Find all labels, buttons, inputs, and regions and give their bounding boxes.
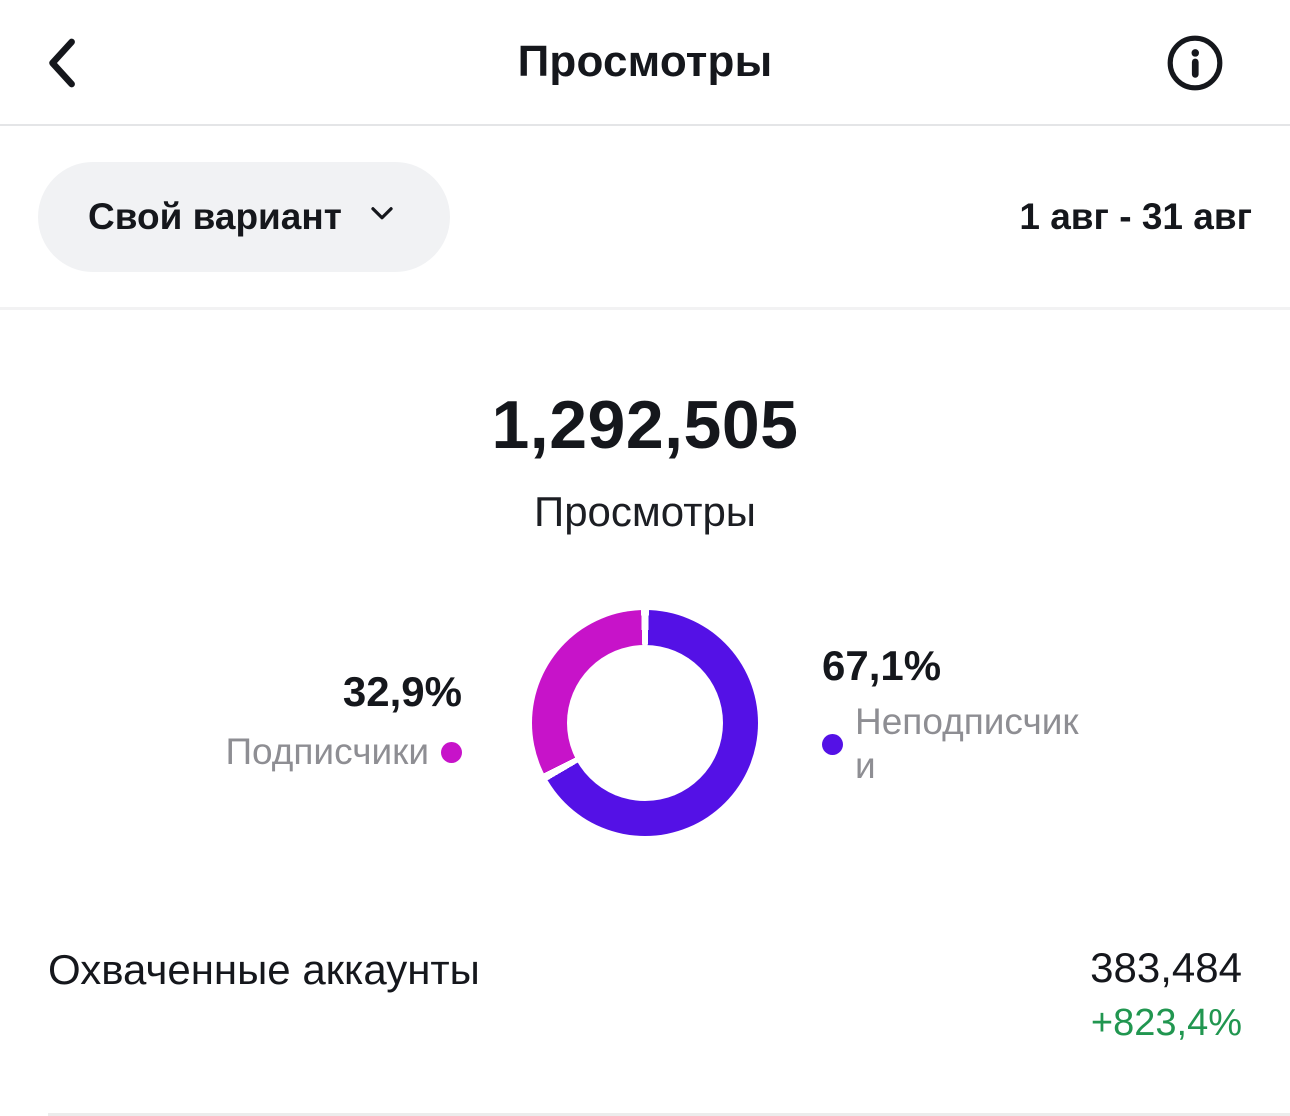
views-total-value: 1,292,505 xyxy=(491,387,799,463)
filter-bar: Свой вариант 1 авг - 31 авг xyxy=(0,126,1290,310)
non-followers-dot-icon xyxy=(822,733,843,755)
views-summary: 1,292,505 Просмотры xyxy=(0,386,1290,536)
reached-accounts-label: Охваченные аккаунты xyxy=(48,946,480,993)
reached-accounts-value: 383,484 xyxy=(1090,944,1242,991)
info-circle-icon xyxy=(1164,32,1226,97)
date-range-label: 1 авг - 31 авг xyxy=(1019,195,1252,237)
reached-accounts-delta: +823,4% xyxy=(1090,1002,1242,1044)
non-followers-pct: 67,1% xyxy=(822,642,942,689)
non-followers-label: Неподписчики xyxy=(855,701,1079,787)
followers-label: Подписчики xyxy=(225,731,429,772)
back-button[interactable] xyxy=(36,34,92,94)
reached-accounts-row: Охваченные аккаунты 383,484 +823,4% xyxy=(0,944,1290,1045)
segment-selector[interactable]: Свой вариант xyxy=(38,161,450,272)
followers-dot-icon xyxy=(441,741,462,763)
page-title: Просмотры xyxy=(517,37,773,86)
header: Просмотры xyxy=(0,0,1290,126)
followers-pct: 32,9% xyxy=(342,668,462,715)
info-button[interactable] xyxy=(1164,33,1226,95)
donut-chart[interactable] xyxy=(532,610,758,836)
reached-accounts-values: 383,484 +823,4% xyxy=(1090,944,1242,1045)
legend-followers: 32,9% Подписчики xyxy=(225,668,462,774)
legend-non-followers: 67,1% Неподписчики xyxy=(822,642,1097,789)
donut-hole xyxy=(567,645,723,801)
chevron-left-icon xyxy=(41,36,87,93)
chevron-down-icon xyxy=(366,196,398,238)
views-total-label: Просмотры xyxy=(534,488,756,535)
followers-breakdown-chart: 32,9% Подписчики 67,1% Неподписчики xyxy=(0,596,1290,896)
segment-selector-label: Свой вариант xyxy=(88,195,342,237)
